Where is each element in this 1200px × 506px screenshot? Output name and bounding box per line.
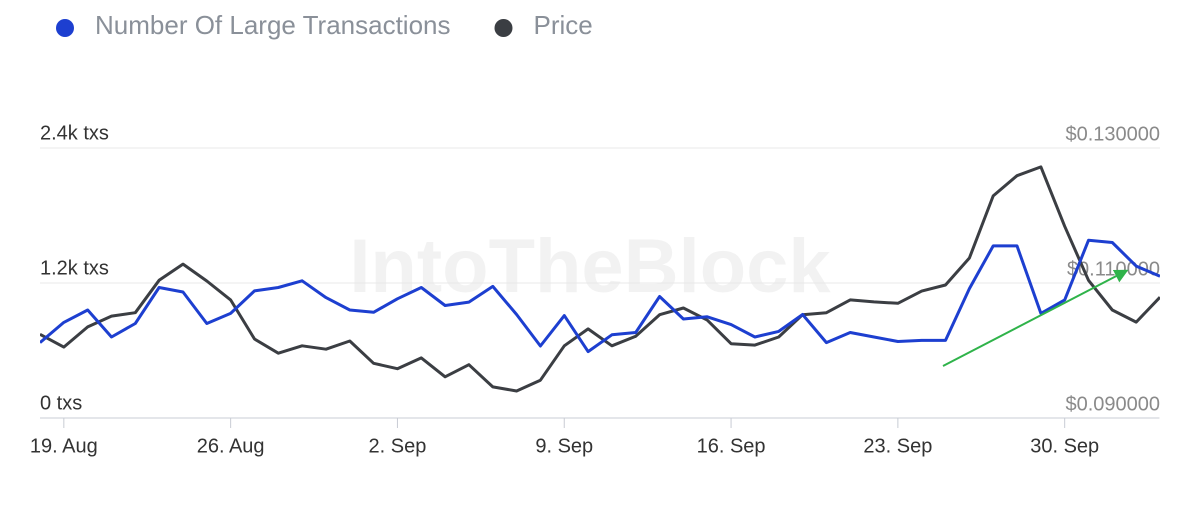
plot: 0 txs 1.2k txs 2.4k txs $0.090000 $0.110000 $… xyxy=(30,122,1160,457)
watermark: IntoTheBlock xyxy=(349,224,831,309)
legend-label: Number Of Large Transactions xyxy=(95,10,451,40)
legend-marker xyxy=(56,19,74,37)
x-tick-label: 23. Sep xyxy=(863,435,932,457)
x-tick-label: 16. Sep xyxy=(697,435,766,457)
y-tick-label: 1.2k txs xyxy=(40,257,109,279)
legend-marker xyxy=(494,19,513,37)
x-tick-label: 30. Sep xyxy=(1030,435,1099,457)
y-tick-label: 2.4k txs xyxy=(40,122,109,144)
y2-tick-label: $0.130000 xyxy=(1065,123,1160,145)
y-tick-label: 0 txs xyxy=(40,392,82,414)
series-line xyxy=(40,165,1160,393)
x-tick-label: 2. Sep xyxy=(369,435,427,457)
trend-arrow xyxy=(942,269,1129,367)
x-tick-label: 19. Aug xyxy=(30,435,98,457)
legend-label: Price xyxy=(534,10,593,40)
y2-tick-label: $0.110000 xyxy=(1067,258,1160,280)
series-line xyxy=(40,238,1160,354)
y2-tick-label: $0.090000 xyxy=(1065,393,1160,415)
x-tick-label: 9. Sep xyxy=(535,435,593,457)
x-tick-label: 26. Aug xyxy=(197,435,265,457)
